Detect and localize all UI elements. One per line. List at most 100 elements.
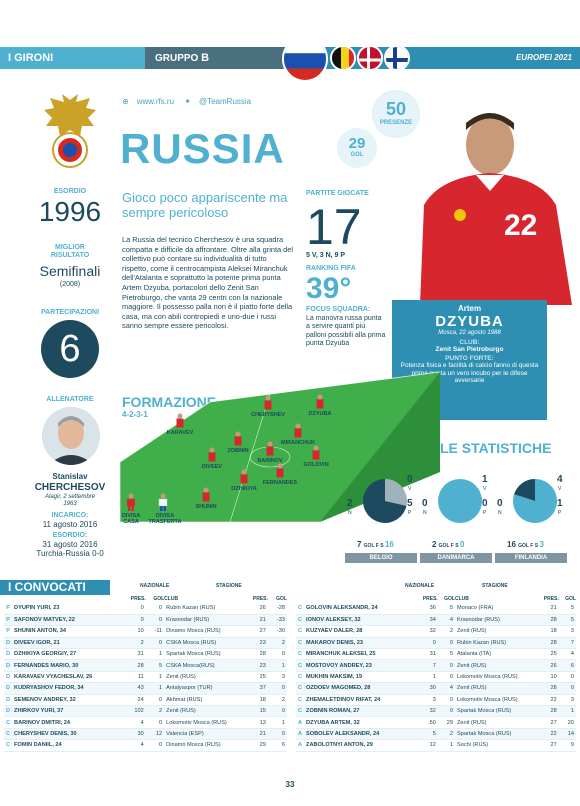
season-gol-cell: -30 — [267, 625, 287, 638]
role-cell: A — [296, 716, 305, 729]
pie-n-value: 0 — [497, 498, 503, 509]
pres-cell: 3 — [414, 694, 438, 707]
club-cell: Zenit (RUS) — [164, 705, 245, 718]
formation-pitch: CHERYSHEV DZYUBA MIRANCHUK KARAVEV ZOBNIN BAR… — [120, 372, 440, 522]
incarico-date: 11 agosto 2016 — [42, 520, 98, 529]
opponent-score: 16 GOL F S 3 — [507, 540, 544, 549]
coach-first-name: Stanislav — [52, 472, 88, 481]
table-row: D KARAVAEV VYACHESLAV, 26 11 1 Zenit (RUS) 25… — [4, 671, 287, 684]
role-cell: C — [296, 603, 305, 615]
formation-player-name: SHUNIN — [195, 504, 216, 510]
table-header: PRES. — [252, 596, 268, 602]
right-col-stagione: STAGIONE — [482, 583, 508, 589]
pie-p-letter: P — [558, 510, 562, 516]
gol-cell: 1 — [145, 682, 165, 695]
partecipazioni-circle: 6 — [41, 320, 99, 378]
club-cell: Zenit (RUS) — [164, 671, 245, 684]
pres-cell: 1 — [414, 671, 438, 684]
player-cell: ZHIRKOV YURI, 37 — [12, 705, 123, 718]
player-cell: FERNANDES MARIO, 30 — [12, 659, 123, 672]
player-birth: Mosca, 22 agosto 1988 — [438, 330, 501, 336]
home-kit-label: DIVISA CASA — [121, 513, 141, 525]
table-row: P SAFONOV MATVEY, 22 0 0 Krasnodar (RUS) 21 -3… — [4, 614, 287, 627]
season-gol-cell: 1 — [267, 716, 287, 729]
table-header — [304, 595, 414, 603]
fifa-label: RANKING FIFA — [306, 265, 356, 272]
goals-for: 7 — [357, 540, 364, 549]
formation-player-name: GOLOVIN — [303, 462, 328, 468]
pie-slice — [514, 479, 535, 501]
partite-detail: 5 V, 3 N, 9 P — [306, 252, 346, 259]
page-number: 33 — [285, 780, 295, 789]
gol-cell: 1 — [145, 648, 165, 661]
esordio-label: ESORDIO — [53, 188, 87, 195]
season-pres-cell: 29 — [244, 739, 268, 752]
club-cell: Krasnodar (RUS) — [455, 614, 535, 627]
season-pres-cell: 26 — [244, 603, 268, 615]
pres-cell: 2 — [122, 637, 146, 650]
club-cell: Krasnodar (RUS) — [164, 614, 245, 627]
gol-cell: 5 — [437, 648, 455, 661]
table-row: D SEMENOV ANDREY, 32 24 0 Akhmat (RUS) 18 2 — [4, 694, 287, 707]
season-gol-cell: 5 — [558, 614, 576, 627]
season-gol-cell: 5 — [558, 603, 576, 615]
formation-title: FORMAZIONE — [122, 394, 217, 410]
player-cell: SAFONOV MATVEY, 22 — [12, 614, 123, 627]
club-cell: Zenit (RUS) — [455, 716, 535, 729]
table-row: A SOBOLEV ALEKSANDR, 24 5 2 Spartak Mosca (R… — [296, 728, 576, 741]
pie-p-value: 5 — [407, 498, 413, 509]
pres-cell: 32 — [414, 625, 438, 638]
role-cell: C — [296, 625, 305, 638]
twitter-handle[interactable]: @TeamRussia — [198, 97, 252, 106]
stats-pie — [513, 479, 557, 523]
table-row: C MIRANCHUK ALEKSEI, 25 31 5 Atalanta (ITA) 2… — [296, 648, 576, 661]
twitter-icon: ✦ — [184, 97, 191, 106]
pres-cell: 102 — [122, 705, 146, 718]
table-row: C BARINOV DMITRI, 24 4 0 Lokomotiv Mosca (RU… — [4, 716, 287, 729]
esordio-coach-match: Turchia-Russia 0-0 — [36, 549, 104, 558]
gol-label: GOL — [350, 152, 364, 158]
fifa-value: 39° — [306, 272, 352, 305]
club-cell: Dinamo Mosca (RUS) — [164, 625, 245, 638]
player-cell: DZHIKIYA GEORGIY, 27 — [12, 648, 123, 661]
pres-cell: 30 — [414, 682, 438, 695]
pres-cell: 24 — [122, 694, 146, 707]
formation-player-name: ZOBNIN — [227, 448, 248, 454]
season-pres-cell: 25 — [535, 648, 559, 661]
role-cell: C — [296, 637, 305, 650]
role-cell: A — [296, 739, 305, 752]
focus-text: La manovra russa punta a servire quanti … — [306, 314, 386, 348]
pie-slice — [438, 479, 482, 523]
goals-for: 2 — [432, 540, 439, 549]
pie-p-letter: P — [483, 510, 487, 516]
pres-cell: 12 — [414, 739, 438, 752]
season-gol-cell: 3 — [267, 671, 287, 684]
pie-v-value: 4 — [557, 474, 563, 485]
club-cell: Valencia (ESP) — [164, 728, 245, 741]
table-header: CLUB — [455, 596, 469, 602]
role-cell: P — [4, 614, 13, 627]
gol-cell: 0 — [437, 694, 455, 707]
table-row: C MAKAROV DENIS, 23 0 0 Rubin Kazan (RUS) 28 7 — [296, 637, 576, 650]
club-cell: CSKA Mosca (RUS) — [164, 637, 245, 650]
formation-player-name: DZYUBA — [309, 411, 332, 417]
season-gol-cell: 14 — [558, 728, 576, 741]
group-label: GRUPPO B — [145, 47, 285, 69]
gol-bubble: 29 GOL — [337, 128, 377, 168]
role-cell: C — [4, 739, 13, 752]
website-link[interactable]: www.rfs.ru — [136, 97, 175, 106]
player-cell: DIVEEV IGOR, 21 — [12, 637, 123, 650]
best-result-label: MIGLIOR RISULTATO — [50, 244, 90, 259]
player-cell: SHUNIN ANTON, 34 — [12, 625, 123, 638]
role-cell: D — [4, 659, 13, 672]
season-pres-cell: 28 — [244, 648, 268, 661]
season-pres-cell: 15 — [244, 705, 268, 718]
esordio-coach-label: ESORDIO: — [52, 532, 88, 539]
convocati-table-right: PRES. GOL CLUB PRES. GOL C GOLOVIN ALEKSANDR, … — [296, 595, 576, 752]
table-row: P DYUPIN YURI, 23 0 0 Rubin Kazan (RUS) 26 -28 — [4, 603, 287, 615]
table-row: A ZABOLOTNYI ANTON, 29 12 1 Sochi (RUS) 27 9 — [296, 739, 576, 752]
presenze-label: PRESENZE — [379, 120, 413, 126]
gol-cell: 0 — [437, 671, 455, 684]
role-cell: D — [4, 671, 13, 684]
